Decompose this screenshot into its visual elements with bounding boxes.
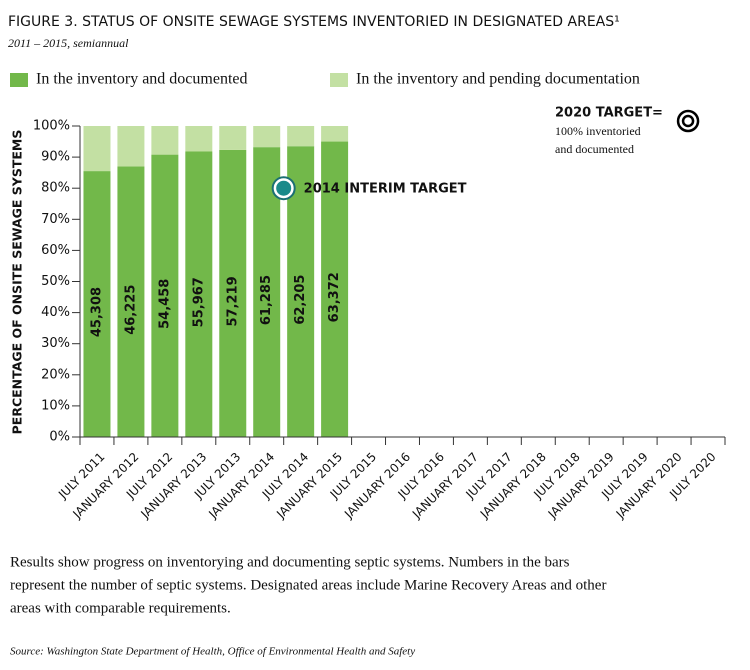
bar-segment [321, 126, 349, 142]
y-tick-label: 90% [41, 150, 70, 165]
bar-segment [287, 126, 315, 147]
y-tick-label: 70% [41, 212, 70, 227]
y-tick-label: 80% [41, 181, 70, 196]
bar-segment [321, 141, 349, 438]
interim-target-label: 2014 INTERIM TARGET [304, 182, 467, 197]
bar-label: 55,967 [191, 277, 206, 327]
y-tick-label: 10% [41, 398, 70, 413]
legend-label: In the inventory and pending documentati… [356, 71, 640, 88]
final-target-note: 100% inventoried [555, 124, 641, 138]
legend-label: In the inventory and documented [36, 71, 248, 88]
y-tick-label: 20% [41, 367, 70, 382]
bar-segment [83, 171, 111, 437]
interim-target-dot [276, 180, 292, 196]
bar-label: 57,219 [225, 276, 240, 326]
chart-title: FIGURE 3. STATUS OF ONSITE SEWAGE SYSTEM… [8, 14, 620, 30]
bar-label: 45,308 [89, 287, 104, 337]
bar-segment [117, 126, 145, 167]
y-axis-label: PERCENTAGE OF ONSITE SEWAGE SYSTEMS [10, 130, 25, 435]
bar-segment [185, 126, 213, 152]
y-tick-label: 40% [41, 305, 70, 320]
caption-line: areas with comparable requirements. [10, 600, 231, 616]
bar-label: 54,458 [157, 279, 172, 329]
y-tick-label: 30% [41, 336, 70, 351]
caption-line: represent the number of septic systems. … [10, 577, 606, 593]
final-target-label: 2020 TARGET= [555, 106, 663, 121]
bar-label: 62,205 [293, 275, 308, 325]
final-target-ring [681, 114, 695, 128]
bar-segment [185, 151, 213, 437]
legend-swatch [10, 73, 28, 87]
caption-line: Results show progress on inventorying an… [10, 554, 570, 570]
bar-segment [117, 166, 145, 437]
source: Source: Washington State Department of H… [10, 646, 415, 658]
bar-label: 63,372 [327, 272, 342, 322]
bar-label: 46,225 [123, 285, 138, 335]
bar-segment [151, 154, 179, 437]
bar-segment [151, 126, 179, 155]
final-target-note: and documented [555, 142, 634, 156]
bar-segment [219, 149, 247, 437]
bar-segment [219, 126, 247, 150]
y-tick-label: 0% [49, 430, 70, 445]
bar-segment [83, 126, 111, 172]
legend-swatch [330, 73, 348, 87]
y-tick-label: 60% [41, 243, 70, 258]
bar-label: 61,285 [259, 275, 274, 325]
y-tick-label: 100% [33, 119, 70, 134]
y-tick-label: 50% [41, 274, 70, 289]
chart-subtitle: 2011 – 2015, semiannual [8, 36, 129, 50]
bar-segment [253, 126, 281, 148]
